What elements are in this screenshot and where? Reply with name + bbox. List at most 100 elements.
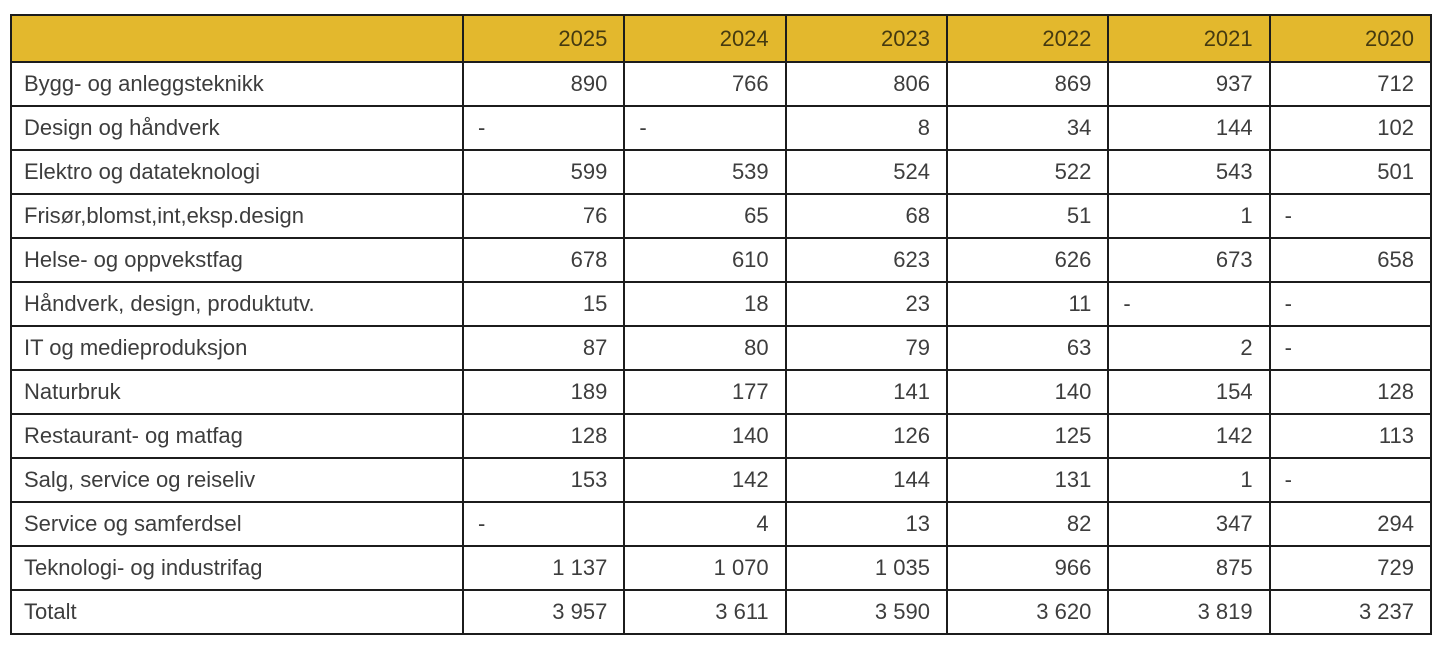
table-row: Bygg- og anleggsteknikk 890 766 806 869 937 71… xyxy=(10,61,1433,107)
value-cell: 347 xyxy=(1107,501,1271,547)
value-cell: 23 xyxy=(784,281,948,327)
row-label: IT og medieproduksjon xyxy=(10,325,464,371)
value-cell: 3 237 xyxy=(1268,589,1433,635)
value-cell: 68 xyxy=(784,193,948,239)
value-cell: 966 xyxy=(945,545,1110,591)
row-label: Naturbruk xyxy=(10,369,464,415)
row-label: Salg, service og reiseliv xyxy=(10,457,464,503)
value-cell: 11 xyxy=(945,281,1110,327)
table-row: Helse- og oppvekstfag 678 610 623 626 673 658 xyxy=(10,237,1433,283)
table-row: IT og medieproduksjon 87 80 79 63 2- xyxy=(10,325,1433,371)
value-cell: 712 xyxy=(1268,61,1433,107)
value-cell: 937 xyxy=(1107,61,1271,107)
year-column-header: 2023 xyxy=(784,14,948,63)
value-cell: 890 xyxy=(461,61,626,107)
value-cell: 144 xyxy=(1107,105,1271,151)
table-row: Naturbruk 189 177 141 140 154 128 xyxy=(10,369,1433,415)
row-label: Bygg- og anleggsteknikk xyxy=(10,61,464,107)
value-cell: 875 xyxy=(1107,545,1271,591)
value-cell: 140 xyxy=(623,413,787,459)
enrollment-table-container: 2025 2024 2023 2022 2021 2020 Bygg- og anlegg… xyxy=(10,14,1433,635)
value-cell: 76 xyxy=(461,193,626,239)
value-cell: 154 xyxy=(1107,369,1271,415)
value-cell-empty: - xyxy=(1107,281,1271,327)
year-column-header: 2022 xyxy=(945,14,1110,63)
value-cell: 79 xyxy=(784,325,948,371)
table-header: 2025 2024 2023 2022 2021 2020 xyxy=(10,14,1433,63)
corner-header-cell xyxy=(10,14,464,63)
value-cell: 65 xyxy=(623,193,787,239)
value-cell: 524 xyxy=(784,149,948,195)
value-cell: 3 957 xyxy=(461,589,626,635)
table-row: Teknologi- og industrifag 1 137 1 070 1 035… xyxy=(10,545,1433,591)
row-label: Helse- og oppvekstfag xyxy=(10,237,464,283)
value-cell: 2 xyxy=(1107,325,1271,371)
value-cell: 294 xyxy=(1268,501,1433,547)
value-cell: 141 xyxy=(784,369,948,415)
row-label: Håndverk, design, produktutv. xyxy=(10,281,464,327)
row-label: Restaurant- og matfag xyxy=(10,413,464,459)
table-row: Service og samferdsel -4 13 82 347 294 xyxy=(10,501,1433,547)
value-cell: 87 xyxy=(461,325,626,371)
value-cell: 766 xyxy=(623,61,787,107)
value-cell: 125 xyxy=(945,413,1110,459)
value-cell: 4 xyxy=(623,501,787,547)
value-cell: 18 xyxy=(623,281,787,327)
value-cell: 1 035 xyxy=(784,545,948,591)
value-cell: 1 xyxy=(1107,193,1271,239)
value-cell-empty: - xyxy=(1268,281,1433,327)
value-cell: 8 xyxy=(784,105,948,151)
value-cell: 673 xyxy=(1107,237,1271,283)
value-cell: 34 xyxy=(945,105,1110,151)
value-cell: 3 819 xyxy=(1107,589,1271,635)
value-cell: 126 xyxy=(784,413,948,459)
year-column-header: 2021 xyxy=(1107,14,1271,63)
value-cell: 678 xyxy=(461,237,626,283)
value-cell: 729 xyxy=(1268,545,1433,591)
value-cell-empty: - xyxy=(1268,457,1433,503)
value-cell: 3 620 xyxy=(945,589,1110,635)
enrollment-by-year-table: 2025 2024 2023 2022 2021 2020 Bygg- og anlegg… xyxy=(10,14,1433,635)
value-cell-empty: - xyxy=(623,105,787,151)
value-cell: 1 070 xyxy=(623,545,787,591)
value-cell: 15 xyxy=(461,281,626,327)
year-column-header: 2024 xyxy=(623,14,787,63)
value-cell: 658 xyxy=(1268,237,1433,283)
value-cell: 144 xyxy=(784,457,948,503)
table-row: Elektro og datateknologi 599 539 524 522 543 5… xyxy=(10,149,1433,195)
value-cell: 189 xyxy=(461,369,626,415)
value-cell: 82 xyxy=(945,501,1110,547)
row-label: Teknologi- og industrifag xyxy=(10,545,464,591)
row-label: Frisør,blomst,int,eksp.design xyxy=(10,193,464,239)
value-cell: 128 xyxy=(1268,369,1433,415)
row-label: Service og samferdsel xyxy=(10,501,464,547)
value-cell-empty: - xyxy=(461,105,626,151)
year-column-header: 2020 xyxy=(1268,14,1433,63)
row-label: Design og håndverk xyxy=(10,105,464,151)
value-cell: 13 xyxy=(784,501,948,547)
value-cell: 153 xyxy=(461,457,626,503)
value-cell: 501 xyxy=(1268,149,1433,195)
value-cell: 869 xyxy=(945,61,1110,107)
row-label: Elektro og datateknologi xyxy=(10,149,464,195)
value-cell: 63 xyxy=(945,325,1110,371)
value-cell: 1 137 xyxy=(461,545,626,591)
value-cell-empty: - xyxy=(461,501,626,547)
value-cell: 113 xyxy=(1268,413,1433,459)
value-cell: 623 xyxy=(784,237,948,283)
value-cell: 3 611 xyxy=(623,589,787,635)
value-cell: 626 xyxy=(945,237,1110,283)
value-cell: 543 xyxy=(1107,149,1271,195)
value-cell: 3 590 xyxy=(784,589,948,635)
value-cell: 1 xyxy=(1107,457,1271,503)
value-cell: 80 xyxy=(623,325,787,371)
table-row: Håndverk, design, produktutv. 15 18 23 11- - xyxy=(10,281,1433,327)
table-row: Design og håndverk - -8 34 144 102 xyxy=(10,105,1433,151)
value-cell: 142 xyxy=(1107,413,1271,459)
table-row: Frisør,blomst,int,eksp.design 76 65 68 51 1- xyxy=(10,193,1433,239)
total-row: Totalt 3 957 3 611 3 590 3 620 3 819 3 237 xyxy=(10,589,1433,635)
header-row: 2025 2024 2023 2022 2021 2020 xyxy=(10,14,1433,63)
value-cell: 51 xyxy=(945,193,1110,239)
value-cell: 522 xyxy=(945,149,1110,195)
value-cell: 128 xyxy=(461,413,626,459)
